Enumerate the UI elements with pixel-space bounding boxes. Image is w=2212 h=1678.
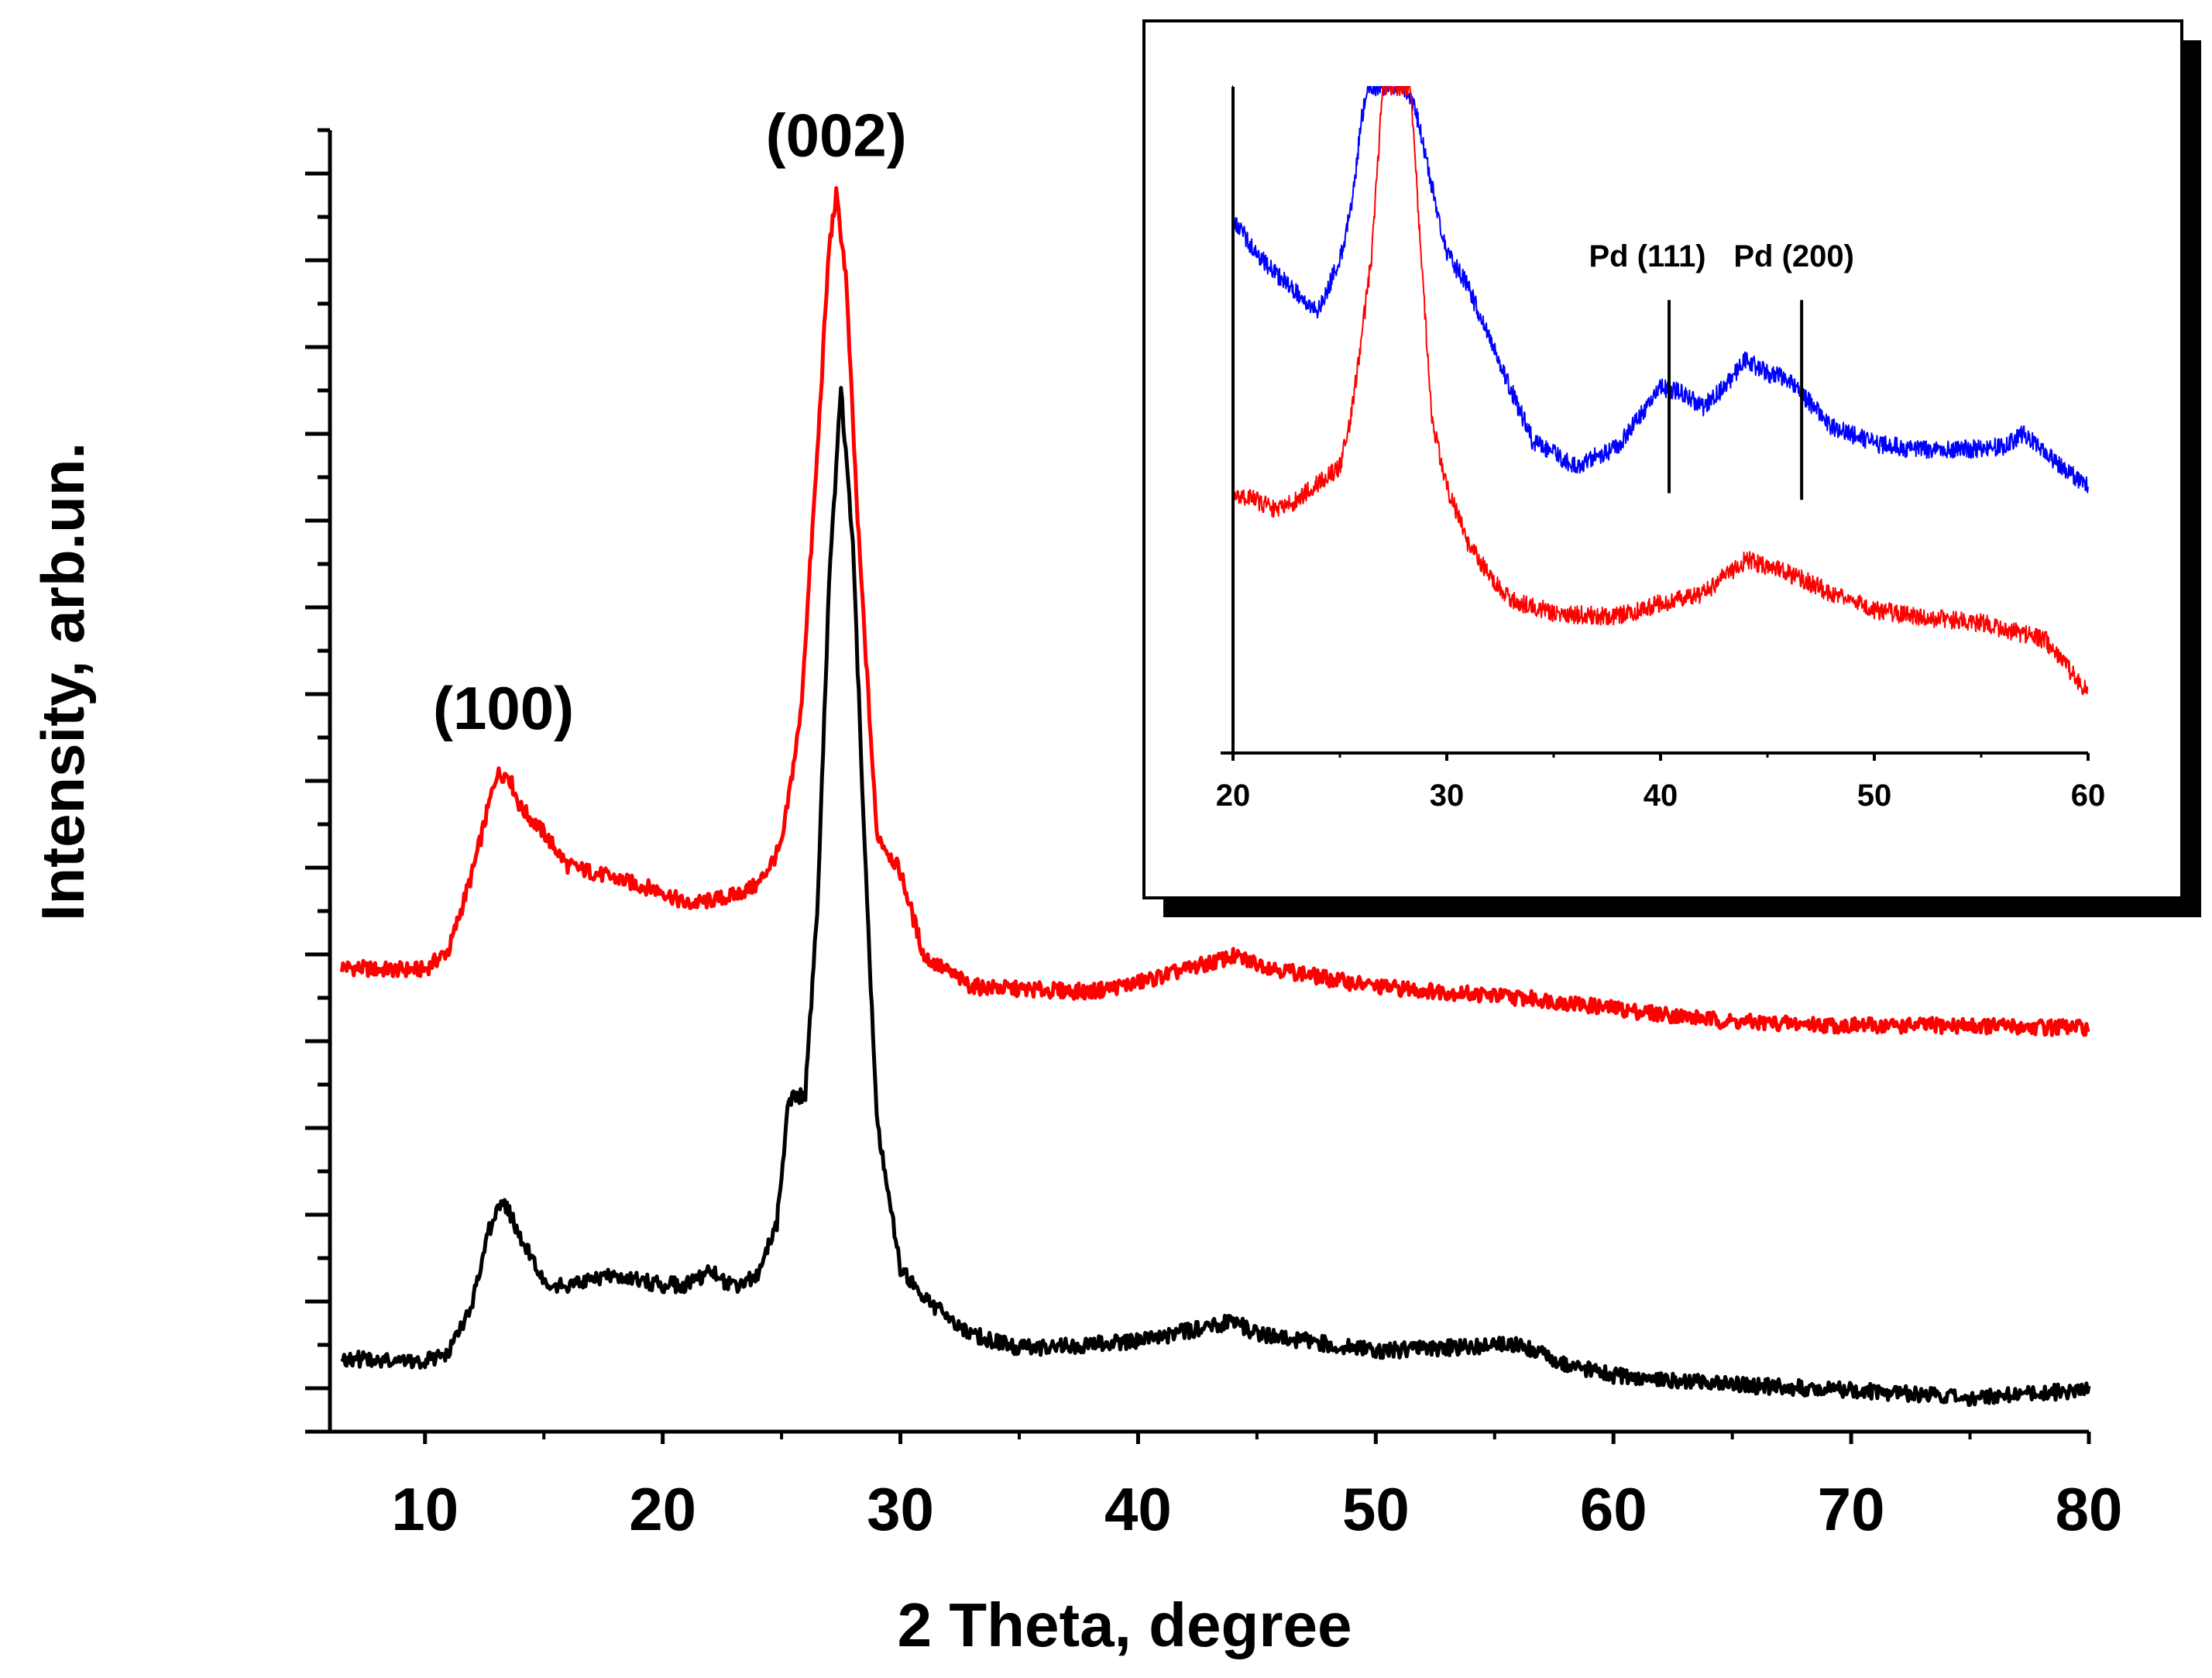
inset-mask — [1146, 22, 1232, 751]
x-tick-label-10: 10 — [391, 1475, 459, 1543]
x-tick-label-30: 30 — [867, 1475, 934, 1543]
y-axis-label: Intensity, arb.un. — [29, 442, 97, 921]
series-line-red-trace — [1232, 86, 2089, 696]
x-tick-label-20: 20 — [629, 1475, 696, 1543]
x-tick-label-50: 50 — [1857, 779, 1892, 813]
inset-x-tick-labels: 20 30 40 50 60 — [1216, 779, 2106, 813]
inset-frame — [1142, 19, 2183, 899]
x-tick-label-20: 20 — [1216, 779, 1251, 813]
pd200-label: Pd (200) — [1733, 239, 1854, 273]
main-series — [339, 186, 2091, 1408]
x-tick-label-40: 40 — [1644, 779, 1678, 813]
x-tick-label-60: 60 — [1580, 1475, 1647, 1543]
pd111-label: Pd (111) — [1589, 239, 1705, 273]
inset-chart: Pd (111) Pd (200) 20 30 40 50 60 — [1142, 19, 2201, 917]
peak-label-100: (100) — [433, 674, 574, 742]
series-line-lower-trace — [340, 386, 2091, 1408]
x-tick-label-60: 60 — [2071, 779, 2106, 813]
x-tick-label-50: 50 — [1342, 1475, 1410, 1543]
x-tick-label-30: 30 — [1430, 779, 1465, 813]
x-tick-label-80: 80 — [2056, 1475, 2123, 1543]
peak-label-002: (002) — [766, 101, 907, 170]
main-x-tick-labels: 10 20 30 40 50 60 70 80 — [391, 1475, 2122, 1543]
x-tick-label-70: 70 — [1818, 1475, 1885, 1543]
x-axis-label: 2 Theta, degree — [898, 1590, 1352, 1659]
main-chart: Intensity, arb.un. 2 Theta, degree (100)… — [29, 101, 2122, 1659]
series-line-blue-trace — [1232, 86, 2089, 493]
inset-pd-markers — [1668, 300, 1804, 500]
x-tick-label-40: 40 — [1104, 1475, 1172, 1543]
series-line-upper-trace — [339, 186, 2090, 1037]
inset-series — [1232, 86, 2089, 696]
